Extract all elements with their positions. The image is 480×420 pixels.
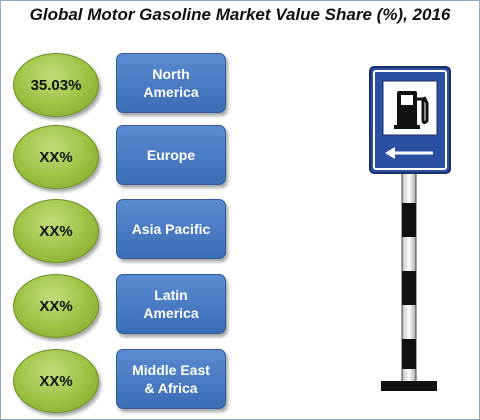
region-label-box: North America <box>116 53 226 113</box>
pole-stripe <box>402 339 416 369</box>
region-label-box: Latin America <box>116 274 226 334</box>
pole-base <box>381 381 437 391</box>
chart-title: Global Motor Gasoline Market Value Share… <box>29 5 451 24</box>
share-value-oval: 35.03% <box>13 53 99 117</box>
pole-stripe <box>402 271 416 305</box>
share-value-oval: XX% <box>13 274 99 338</box>
region-row: XX% Asia Pacific <box>13 199 228 263</box>
fuel-pump-icon <box>394 91 429 129</box>
fuel-pump-sign-icon <box>369 66 451 391</box>
share-value-oval: XX% <box>13 199 99 263</box>
region-row: XX% Middle East & Africa <box>13 349 228 413</box>
region-label-box: Middle East & Africa <box>116 349 226 409</box>
share-value-oval: XX% <box>13 349 99 413</box>
pole-stripe <box>402 203 416 237</box>
left-arrow-icon <box>385 147 433 159</box>
region-label-box: Asia Pacific <box>116 199 226 259</box>
region-row: XX% Latin America <box>13 274 228 338</box>
region-row: 35.03% North America <box>13 53 228 117</box>
region-label-box: Europe <box>116 125 226 185</box>
share-value-oval: XX% <box>13 125 99 189</box>
region-row: XX% Europe <box>13 125 228 189</box>
